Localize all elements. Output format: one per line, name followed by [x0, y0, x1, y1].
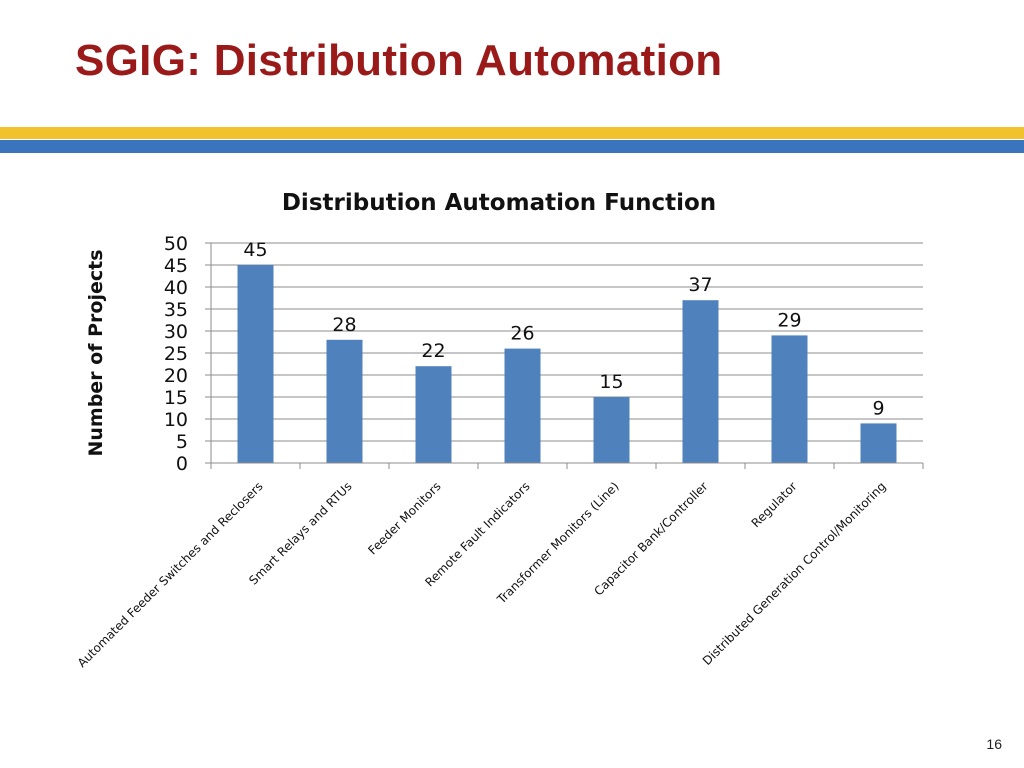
y-tick-label: 30	[164, 321, 188, 343]
bar	[326, 339, 363, 463]
x-tick-label: Feeder Monitors	[365, 479, 443, 557]
bar	[237, 265, 274, 463]
y-tick-label: 25	[164, 343, 188, 365]
y-tick-label: 35	[164, 299, 188, 321]
bar	[860, 423, 897, 463]
data-label: 28	[332, 314, 356, 336]
data-label: 45	[243, 239, 267, 261]
x-tick-label: Regulator	[749, 479, 800, 530]
bar	[593, 397, 630, 463]
x-tick-label: Remote Fault Indicators	[422, 479, 532, 589]
x-tick-label: Smart Relays and RTUs	[246, 479, 354, 587]
bar	[504, 348, 541, 463]
data-label: 29	[777, 309, 801, 331]
data-label: 15	[599, 371, 623, 393]
y-tick-label: 5	[176, 431, 188, 453]
bars	[237, 265, 897, 463]
x-tick-label: Automated Feeder Switches and Reclosers	[75, 479, 266, 670]
y-tick-label: 45	[164, 255, 188, 277]
bar	[415, 366, 452, 463]
header-band-blue	[0, 140, 1024, 153]
page-number: 16	[986, 736, 1002, 752]
header-band-gold	[0, 127, 1024, 139]
x-tick-label: Distributed Generation Control/Monitorin…	[700, 479, 889, 668]
axes	[205, 242, 924, 469]
data-label: 26	[510, 323, 534, 345]
bar	[771, 335, 808, 463]
data-label: 37	[688, 274, 712, 296]
y-tick-label: 15	[164, 387, 188, 409]
y-tick-label: 40	[164, 277, 188, 299]
y-tick-label: 50	[164, 233, 188, 255]
bar-chart: Distribution Automation Function Number …	[75, 190, 924, 670]
chart-title: Distribution Automation Function	[282, 190, 716, 216]
y-axis-label: Number of Projects	[85, 249, 107, 456]
data-label: 22	[421, 340, 445, 362]
bar	[682, 300, 719, 463]
slide-title: SGIG: Distribution Automation	[75, 36, 723, 85]
y-tick-label: 0	[176, 453, 188, 475]
y-tick-label: 20	[164, 365, 188, 387]
gridlines	[211, 242, 923, 442]
data-label: 9	[872, 397, 884, 419]
y-tick-label: 10	[164, 409, 188, 431]
